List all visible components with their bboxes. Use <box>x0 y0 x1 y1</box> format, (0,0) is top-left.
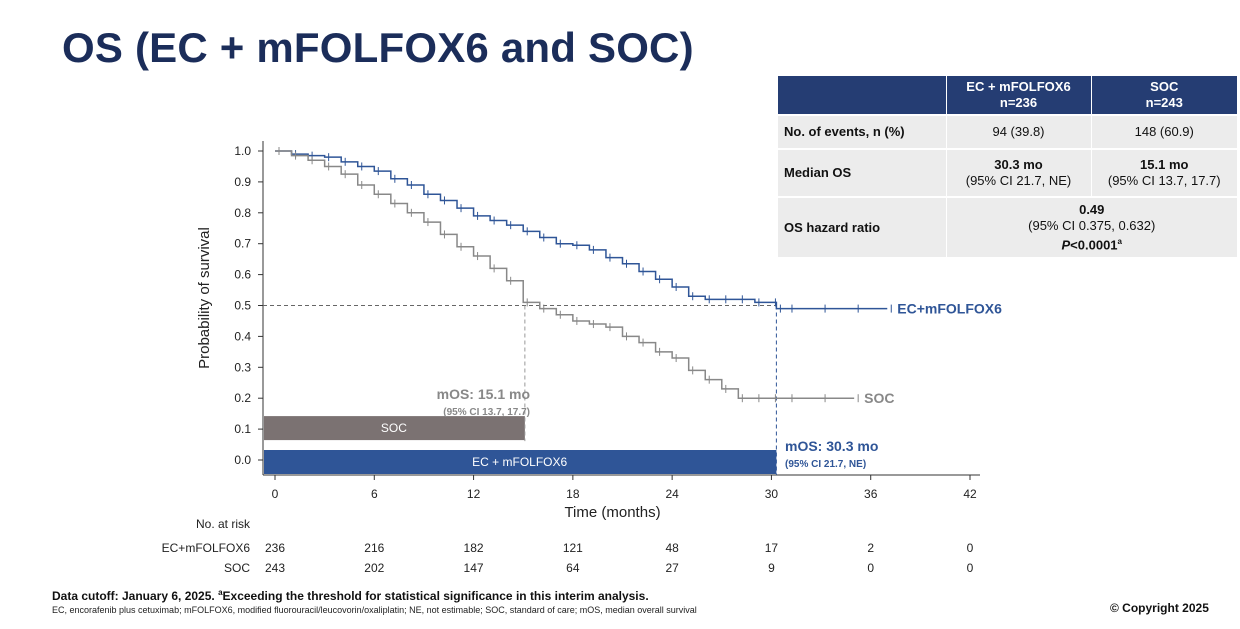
y-tick-label: 0.0 <box>234 453 251 467</box>
km-survival-chart: 0.00.10.20.30.40.50.60.70.80.91.00 6 12 18 2… <box>162 141 1002 575</box>
risk-value: 2 <box>867 541 874 555</box>
x-axis-label: Time (months) <box>564 504 660 521</box>
risk-row-label: EC+mFOLFOX6 <box>162 541 251 555</box>
y-tick-label: 0.4 <box>234 329 251 343</box>
risk-value: 147 <box>464 561 484 575</box>
y-tick-label: 0.7 <box>234 237 251 251</box>
table-header-row: EC + mFOLFOX6 n=236 SOC n=243 <box>778 76 1237 115</box>
risk-value: 64 <box>566 561 580 575</box>
soc-mos-ci: (95% CI 13.7, 17.7) <box>443 407 530 418</box>
median-os-soc: 15.1 mo (95% CI 13.7, 17.7) <box>1090 148 1237 197</box>
table-header-blank <box>778 76 946 115</box>
risk-value: 0 <box>867 561 874 575</box>
x-tick-label: 12 <box>467 487 481 501</box>
ec-mos-annotation: mOS: 30.3 mo <box>785 438 878 454</box>
risk-value: 48 <box>665 541 679 555</box>
y-tick-label: 0.3 <box>234 360 251 374</box>
ec-series-label: EC+mFOLFOX6 <box>897 301 1002 317</box>
p-value: P<0.0001a <box>1061 236 1122 253</box>
page-title: OS (EC + mFOLFOX6 and SOC) <box>62 24 694 71</box>
soc-survival-curve <box>275 150 855 399</box>
soc-series-label: SOC <box>864 390 894 406</box>
risk-value: 121 <box>563 541 583 555</box>
y-tick-label: 0.6 <box>234 268 251 282</box>
hazard-ratio-value: 0.49 (95% CI 0.375, 0.632) P<0.0001a <box>945 196 1237 257</box>
table-row-hazard-ratio: OS hazard ratio 0.49 (95% CI 0.375, 0.63… <box>778 196 1237 257</box>
risk-row-label: SOC <box>224 561 250 575</box>
table-row-events: No. of events, n (%) 94 (39.8) 148 (60.9… <box>778 114 1237 149</box>
x-tick-label: 36 <box>864 487 878 501</box>
risk-value: 0 <box>967 561 974 575</box>
risk-value: 216 <box>364 541 384 555</box>
x-tick-label: 6 <box>371 487 378 501</box>
x-tick-label: 18 <box>566 487 580 501</box>
risk-value: 0 <box>967 541 974 555</box>
x-tick-label: 30 <box>765 487 779 501</box>
soc-median-bar <box>264 416 525 441</box>
ec-median-bar <box>264 450 777 474</box>
table-row-median-os: Median OS 30.3 mo (95% CI 21.7, NE) 15.1… <box>778 148 1237 197</box>
risk-value: 236 <box>265 541 285 555</box>
os-summary-table: EC + mFOLFOX6 n=236 SOC n=243 No. of eve… <box>778 76 1237 257</box>
risk-table-header: No. at risk <box>196 517 251 531</box>
x-tick-label: 42 <box>963 487 977 501</box>
y-tick-label: 0.9 <box>234 175 251 189</box>
risk-value: 202 <box>364 561 384 575</box>
risk-value: 9 <box>768 561 775 575</box>
y-tick-label: 0.2 <box>234 391 251 405</box>
median-os-ec: 30.3 mo (95% CI 21.7, NE) <box>945 148 1091 197</box>
y-tick-label: 0.8 <box>234 206 251 220</box>
y-tick-label: 0.1 <box>234 422 251 436</box>
x-tick-label: 0 <box>272 487 279 501</box>
footer-cutoff-note: Data cutoff: January 6, 2025. aExceeding… <box>52 588 649 603</box>
soc-mos-annotation: mOS: 15.1 mo <box>437 386 530 402</box>
x-tick-label: 24 <box>665 487 679 501</box>
hazard-ratio-label: OS hazard ratio <box>778 196 946 257</box>
table-header-ec: EC + mFOLFOX6 n=236 <box>945 76 1091 115</box>
risk-value: 243 <box>265 561 285 575</box>
ec-mos-ci: (95% CI 21.7, NE) <box>785 459 866 470</box>
ec-survival-curve <box>275 150 888 310</box>
ec-bar-label: EC + mFOLFOX6 <box>472 455 567 469</box>
y-tick-label: 0.5 <box>234 299 251 313</box>
y-tick-label: 1.0 <box>234 144 251 158</box>
events-ec: 94 (39.8) <box>945 114 1091 149</box>
risk-value: 27 <box>665 561 679 575</box>
risk-value: 182 <box>464 541 484 555</box>
median-os-label: Median OS <box>778 148 946 197</box>
events-label: No. of events, n (%) <box>778 114 946 149</box>
y-axis-label: Probability of survival <box>196 227 213 369</box>
table-header-soc: SOC n=243 <box>1090 76 1237 115</box>
soc-bar-label: SOC <box>381 421 407 435</box>
events-soc: 148 (60.9) <box>1090 114 1237 149</box>
copyright: © Copyright 2025 <box>1110 601 1209 615</box>
risk-value: 17 <box>765 541 779 555</box>
footer-abbreviations: EC, encorafenib plus cetuximab; mFOLFOX6… <box>52 605 697 615</box>
